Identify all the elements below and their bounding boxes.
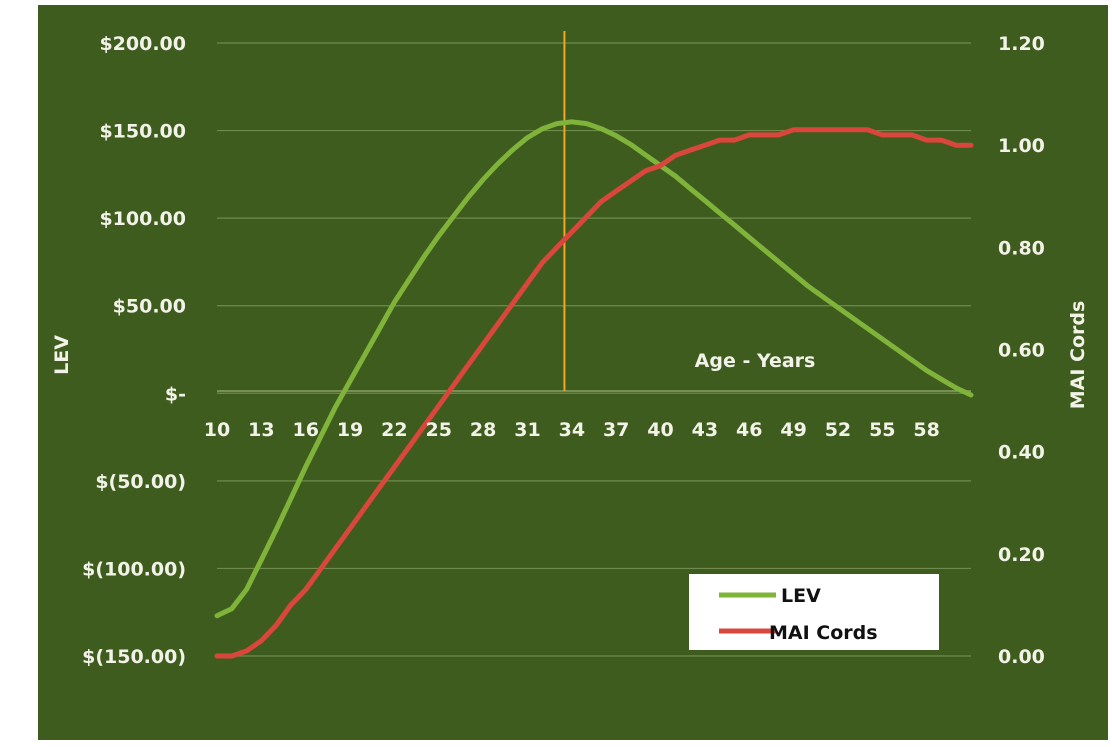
series-layer [214,119,974,659]
y-tick-label: $150.00 [99,121,186,143]
y2-tick-label: 0.20 [998,544,1045,566]
legend: LEV MAI Cords [689,574,939,650]
y-axis-left: $200.00 $150.00 $100.00 $50.00 $- $(50.00) $(1… [82,33,186,668]
y-tick-label: $(50.00) [95,471,186,493]
y-tick-label: $50.00 [113,296,186,318]
y2-tick-label: 0.80 [998,237,1045,259]
x-tick-label: 13 [248,419,274,441]
y2-axis-title: MAI Cords [1067,301,1089,410]
chart-svg: $200.00 $150.00 $100.00 $50.00 $- $(50.00) $(1… [51,31,1089,668]
x-tick-label: 40 [647,419,673,441]
x-tick-label: 34 [559,419,585,441]
x-tick-label: 16 [292,419,318,441]
legend-box [689,574,939,650]
x-tick-label: 46 [736,419,762,441]
x-tick-label: 22 [381,419,407,441]
x-tick-label: 49 [780,419,806,441]
x-tick-label: 52 [825,419,851,441]
x-axis-title: Age - Years [695,350,816,372]
y-axis-right: 1.20 1.00 0.80 0.60 0.40 0.20 0.00 [998,33,1045,668]
chart-frame: $200.00 $150.00 $100.00 $50.00 $- $(50.00) $(1… [38,5,1108,740]
series-line-lev [214,119,974,619]
grid-layer [217,42,971,657]
y2-tick-label: 1.20 [998,33,1045,55]
y2-tick-label: 0.00 [998,646,1045,668]
x-tick-label: 37 [603,419,629,441]
x-axis: 10 13 16 19 22 25 28 31 34 37 40 43 46 49 52 55 58 [204,419,940,441]
y2-tick-label: 1.00 [998,135,1045,157]
y2-tick-label: 0.40 [998,442,1045,464]
x-tick-label: 28 [470,419,496,441]
x-tick-label: 25 [426,419,452,441]
legend-label-lev: LEV [781,585,821,607]
x-tick-label: 19 [337,419,363,441]
y2-tick-label: 0.60 [998,340,1045,362]
y-tick-label: $(100.00) [82,558,186,580]
series-line-mai-cords [214,127,974,659]
legend-label-mai-cords: MAI Cords [769,622,878,644]
y-tick-label: $100.00 [99,208,186,230]
y-tick-label: $- [165,383,186,405]
x-tick-label: 58 [913,419,939,441]
x-tick-label: 55 [869,419,895,441]
x-tick-label: 10 [204,419,230,441]
y-axis-title: LEV [51,335,73,375]
x-tick-label: 31 [514,419,540,441]
y-tick-label: $(150.00) [82,646,186,668]
x-tick-label: 43 [692,419,718,441]
y-tick-label: $200.00 [99,33,186,55]
